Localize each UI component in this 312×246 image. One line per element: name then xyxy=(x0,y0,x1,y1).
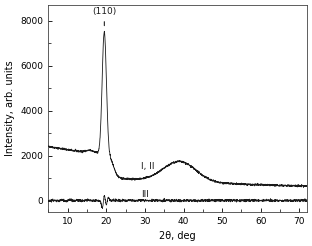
Y-axis label: Intensity, arb. units: Intensity, arb. units xyxy=(5,61,15,156)
Text: III: III xyxy=(141,190,149,199)
Text: (110): (110) xyxy=(92,7,116,26)
Text: I, II: I, II xyxy=(141,162,154,171)
X-axis label: 2θ, deg: 2θ, deg xyxy=(159,231,196,241)
